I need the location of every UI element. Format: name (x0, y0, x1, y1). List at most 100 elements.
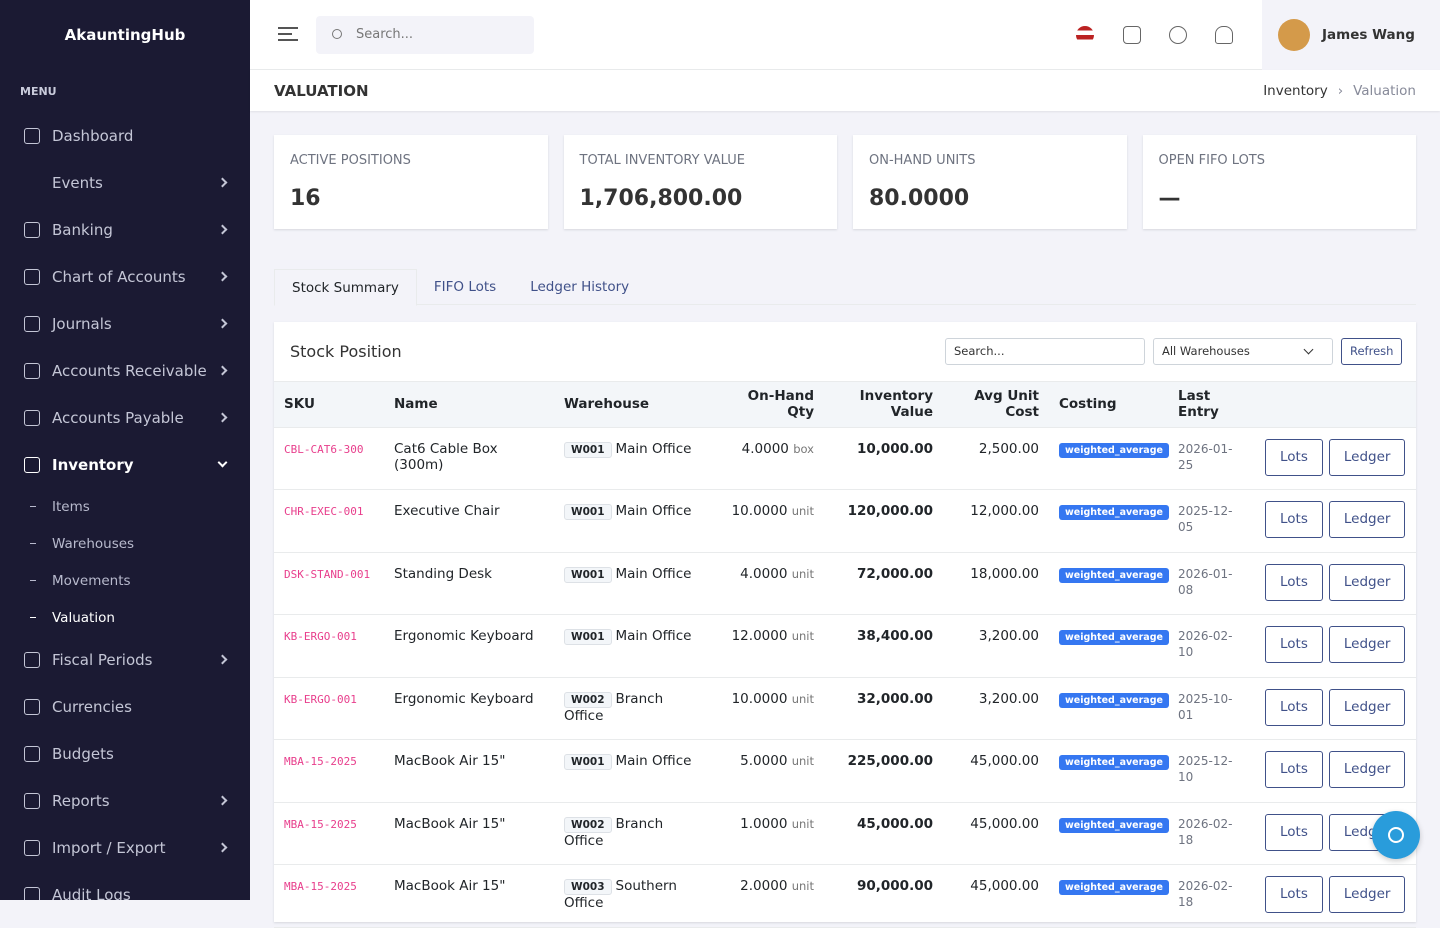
qty: 4.0000 (741, 440, 789, 457)
name: Ergonomic Keyboard (394, 628, 534, 644)
fullscreen[interactable] (1123, 26, 1141, 44)
action-button[interactable]: Lots (1265, 563, 1323, 601)
nav-item[interactable]: Events (0, 159, 250, 206)
nav-item[interactable]: Dashboard (0, 112, 250, 159)
menu-toggle[interactable] (278, 27, 298, 41)
notifications[interactable] (1215, 26, 1233, 44)
action-button[interactable]: Ledger (1328, 751, 1406, 788)
table-search[interactable]: Search... (945, 338, 1145, 365)
last-entry: 2025-12-05 (1178, 504, 1233, 534)
cell: MacBook Air 15" (384, 802, 554, 865)
action-button[interactable]: Lots (1265, 751, 1323, 788)
last-entry: 2025-12-10 (1178, 754, 1233, 784)
sku: MBA-15-2025 (284, 817, 357, 831)
nav-item[interactable]: Chart of Accounts (0, 253, 250, 300)
nav-icon (24, 221, 40, 238)
refresh-button[interactable]: Refresh (1341, 338, 1403, 365)
cell: 2,500.00 (943, 427, 1049, 490)
column-header: SKU (274, 382, 384, 428)
topbar: Search... James Wang (250, 0, 1440, 70)
actions: Lots Ledger (1255, 864, 1416, 928)
nav-icon (24, 362, 40, 379)
action-button[interactable]: Lots (1265, 813, 1323, 851)
name: Executive Chair (394, 503, 500, 519)
action-button[interactable]: Lots (1265, 438, 1323, 476)
sub-item[interactable]: Movements (0, 562, 250, 599)
action-button[interactable]: Ledger (1328, 876, 1406, 913)
top-search[interactable]: Search... (316, 16, 534, 54)
inventory-value: 90,000.00 (856, 878, 933, 894)
warehouse-name: Branch Office (564, 815, 664, 849)
actions: Lots Ledger (1255, 427, 1416, 490)
nav-item[interactable]: Accounts Payable (0, 394, 250, 441)
cell: W002 Branch Office (554, 677, 714, 740)
action-button[interactable]: Ledger (1328, 438, 1406, 476)
stat-label: OPEN FIFO LOTS (1158, 153, 1266, 168)
action-button[interactable]: Lots (1265, 688, 1323, 726)
cell: 5.0000 unit (714, 739, 824, 803)
sub-item[interactable]: Warehouses (0, 525, 250, 562)
cell: 10.0000 unit (714, 677, 824, 740)
action-button[interactable]: Ledger (1328, 688, 1406, 726)
cell: weighted_average (1049, 427, 1169, 490)
nav-item[interactable]: Audit Logs (0, 871, 250, 900)
nav-item[interactable]: Reports (0, 777, 250, 824)
action-button[interactable]: Lots (1265, 501, 1323, 538)
sub-item[interactable]: Items (0, 488, 250, 525)
language[interactable] (1076, 26, 1094, 44)
theme-toggle[interactable] (1169, 26, 1187, 44)
nav-item[interactable]: Inventory (0, 441, 250, 488)
nav-item[interactable]: Fiscal Periods (0, 636, 250, 683)
stat-card: ON-HAND UNITS 80.0000 (853, 135, 1127, 229)
warehouse-filter[interactable]: All Warehouses (1153, 338, 1333, 365)
nav-icon (24, 315, 40, 332)
cell: 45,000.00 (943, 802, 1049, 865)
unit: unit (791, 691, 814, 706)
nav-item[interactable]: Currencies (0, 683, 250, 730)
table-row: KB-ERGO-001 Ergonomic Keyboard W002 Branch … (274, 677, 1416, 740)
cell: 18,000.00 (943, 552, 1049, 615)
settings-button[interactable] (1372, 811, 1420, 859)
cell: 2025-12-10 (1168, 739, 1255, 803)
user-menu[interactable]: James Wang (1262, 0, 1440, 70)
tab[interactable]: Ledger History (530, 279, 630, 295)
brand[interactable]: AkauntingHub (64, 26, 186, 44)
action-button[interactable]: Ledger (1328, 563, 1406, 601)
inventory-value: 38,400.00 (856, 628, 933, 644)
action-button[interactable]: Ledger (1328, 626, 1406, 663)
action-button[interactable]: Lots (1265, 876, 1323, 913)
cell: 3,200.00 (943, 614, 1049, 678)
tab[interactable]: Stock Summary (274, 269, 417, 306)
stat-value: 80.0000 (869, 186, 970, 211)
breadcrumb-link[interactable]: Inventory (1263, 82, 1328, 99)
nav-item[interactable]: Journals (0, 300, 250, 347)
warehouse-code: W001 (564, 566, 612, 583)
panel-title: Stock Position (290, 342, 402, 361)
tab[interactable]: FIFO Lots (433, 279, 497, 295)
nav-label: Events (52, 173, 103, 192)
nav-icon (24, 698, 40, 715)
warehouse-name: Branch Office (564, 690, 664, 724)
chevron (217, 177, 228, 188)
sub-item[interactable]: Valuation (0, 599, 250, 636)
nav-item[interactable]: Import / Export (0, 824, 250, 871)
qty: 5.0000 (740, 753, 788, 769)
nav-item[interactable]: Budgets (0, 730, 250, 777)
cell: Ergonomic Keyboard (384, 677, 554, 740)
cell: weighted_average (1049, 552, 1169, 615)
last-entry: 2026-02-18 (1178, 879, 1233, 909)
nav-item[interactable]: Accounts Receivable (0, 347, 250, 394)
breadcrumb: Inventory › Valuation (1263, 83, 1416, 99)
nav-label: Accounts Payable (52, 408, 184, 427)
column-header: Warehouse (554, 382, 714, 428)
cell: 2026-02-10 (1168, 614, 1255, 678)
qty: 10.0000 (731, 503, 788, 519)
action-button[interactable]: Lots (1265, 626, 1323, 663)
cell: 2026-01-08 (1168, 552, 1255, 615)
inventory-value: 45,000.00 (856, 815, 933, 832)
actions: Lots Ledger (1255, 489, 1416, 553)
action-button[interactable]: Ledger (1328, 501, 1406, 538)
table-row: CBL-CAT6-300 Cat6 Cable Box (300m) W001 Mai… (274, 427, 1416, 490)
name: MacBook Air 15" (394, 753, 506, 769)
nav-item[interactable]: Banking (0, 206, 250, 253)
